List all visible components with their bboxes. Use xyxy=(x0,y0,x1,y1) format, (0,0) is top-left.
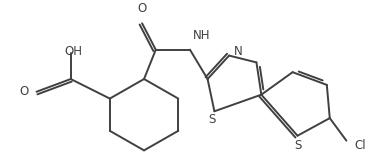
Text: O: O xyxy=(19,85,29,98)
Text: OH: OH xyxy=(65,45,83,58)
Text: O: O xyxy=(138,3,147,16)
Text: Cl: Cl xyxy=(354,139,366,152)
Text: NH: NH xyxy=(193,29,211,42)
Text: N: N xyxy=(234,45,243,58)
Text: S: S xyxy=(208,113,215,126)
Text: S: S xyxy=(294,139,301,152)
